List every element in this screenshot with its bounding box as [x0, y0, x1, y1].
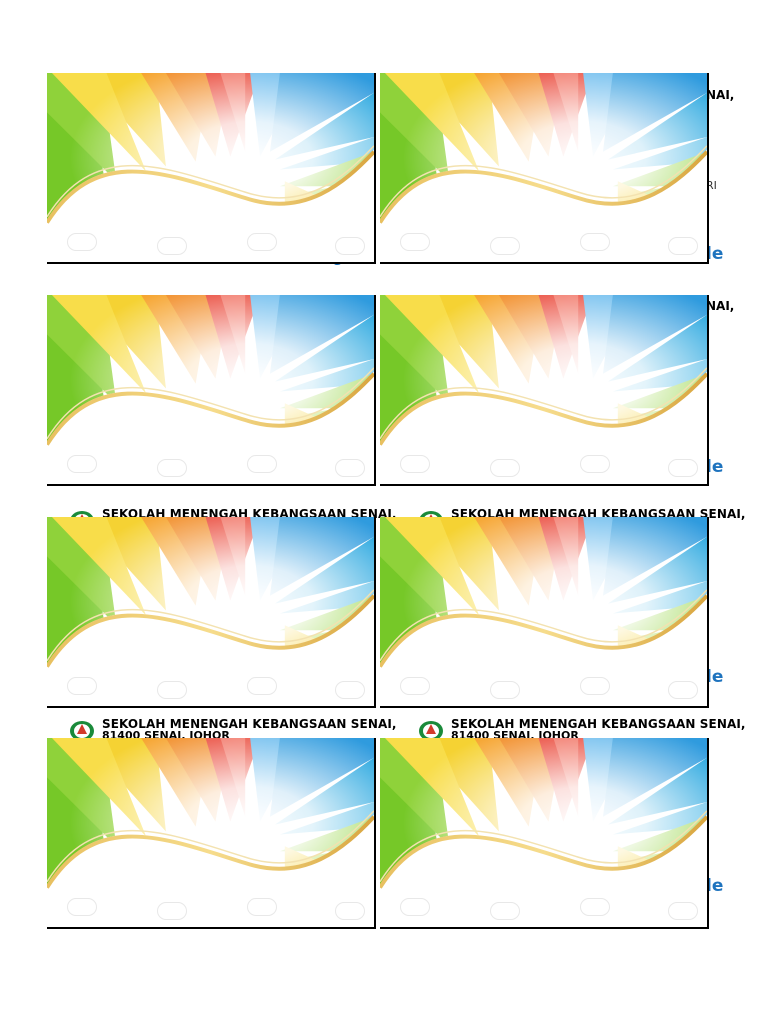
card-4-right: [380, 738, 709, 929]
watermark-icon: [247, 677, 277, 695]
card-1-right: [380, 73, 709, 264]
watermark-icon: [157, 902, 187, 920]
school-name-fragment: NAI,: [706, 299, 735, 313]
watermark-icon: [247, 233, 277, 251]
text-fragment: le: [706, 244, 724, 264]
watermark-icon: [490, 459, 520, 477]
watermark-icon: [490, 237, 520, 255]
rainbow-burst-background: [380, 738, 707, 927]
watermark-icon: [157, 459, 187, 477]
watermark-icon: [67, 677, 97, 695]
card-4-left: [47, 738, 376, 929]
school-name: SEKOLAH MENENGAH KEBANGSAAN SENAI,: [102, 718, 397, 731]
watermark-icon: [580, 233, 610, 251]
watermark-icon: [335, 902, 365, 920]
watermark-icon: [157, 237, 187, 255]
watermark-icon: [157, 681, 187, 699]
header-4-right: SEKOLAH MENENGAH KEBANGSAAN SENAI, 81400…: [417, 718, 747, 740]
rainbow-burst-background: [47, 295, 374, 484]
text-fragment: le: [706, 876, 724, 896]
watermark-icon: [335, 681, 365, 699]
watermark-icon: [580, 455, 610, 473]
card-1-left: [47, 73, 376, 264]
school-crest-icon: [70, 721, 94, 740]
watermark-icon: [400, 233, 430, 251]
watermark-icon: [668, 237, 698, 255]
watermark-icon: [580, 898, 610, 916]
card-3-left: [47, 517, 376, 708]
text-fragment: le: [706, 667, 724, 687]
school-address: 81400 SENAI, JOHOR: [102, 729, 230, 740]
rainbow-burst-background: [47, 73, 374, 262]
watermark-icon: [335, 237, 365, 255]
card-2-right: [380, 295, 709, 486]
rainbow-burst-background: [380, 73, 707, 262]
school-name: SEKOLAH MENENGAH KEBANGSAAN SENAI,: [451, 718, 746, 731]
watermark-icon: [490, 681, 520, 699]
watermark-icon: [400, 898, 430, 916]
watermark-icon: [668, 681, 698, 699]
text-fragment: RI: [706, 179, 717, 192]
rainbow-burst-background: [380, 517, 707, 706]
watermark-icon: [335, 459, 365, 477]
rainbow-burst-background: [47, 738, 374, 927]
watermark-icon: [67, 455, 97, 473]
watermark-icon: [67, 898, 97, 916]
school-address: 81400 SENAI, JOHOR: [451, 729, 579, 740]
text-fragment: le: [706, 457, 724, 477]
watermark-icon: [400, 677, 430, 695]
card-3-right: [380, 517, 709, 708]
watermark-icon: [490, 902, 520, 920]
rainbow-burst-background: [47, 517, 374, 706]
watermark-icon: [67, 233, 97, 251]
school-name-fragment: NAI,: [706, 88, 735, 102]
watermark-icon: [400, 455, 430, 473]
rainbow-burst-background: [380, 295, 707, 484]
watermark-icon: [668, 459, 698, 477]
watermark-icon: [247, 455, 277, 473]
watermark-icon: [247, 898, 277, 916]
watermark-icon: [668, 902, 698, 920]
header-4-left: SEKOLAH MENENGAH KEBANGSAAN SENAI, 81400…: [68, 718, 398, 740]
watermark-icon: [580, 677, 610, 695]
card-2-left: [47, 295, 376, 486]
school-crest-icon: [419, 721, 443, 740]
